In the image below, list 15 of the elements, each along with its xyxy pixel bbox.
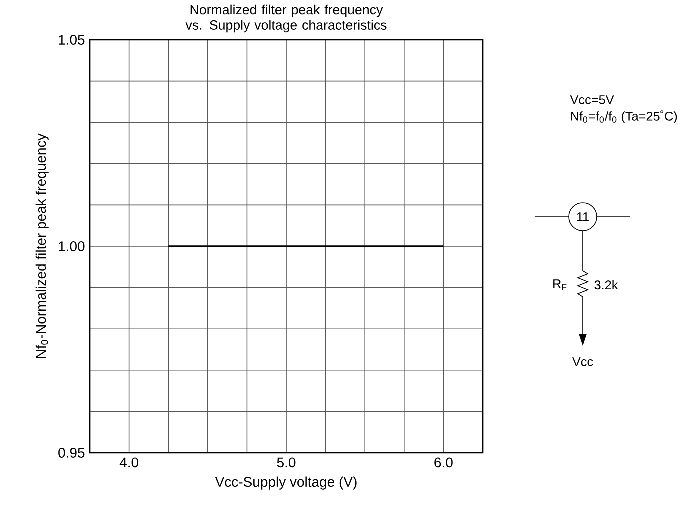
y-axis-title: Nf$_{0}$-Normalized filter peak frequency: [36, 134, 49, 358]
x-tick-label: 5.0: [277, 458, 296, 468]
text: 3.2k: [594, 280, 618, 290]
x-axis-title: Vcc-Supply voltage (V): [215, 476, 357, 490]
x-tick-label: 4.0: [120, 458, 138, 468]
x-tick-label: 6.0: [434, 458, 453, 468]
y-tick-label: 1.00: [59, 242, 85, 252]
y-tick-label: 0.95: [58, 448, 85, 458]
chart-title: Normalized filter peak frequency vs. Supply voltage characteristics: [186, 4, 387, 33]
text: Vcc=5V: [570, 96, 614, 104]
text: R$_{F}$: [554, 280, 567, 290]
y-tick-label: 1.05: [59, 35, 85, 45]
text: Nf$_{0}$=f$_{0}$/f$_{0}$ (Ta=25˚C): [571, 110, 678, 124]
text: Vcc: [572, 358, 594, 366]
text: 11: [577, 212, 589, 222]
